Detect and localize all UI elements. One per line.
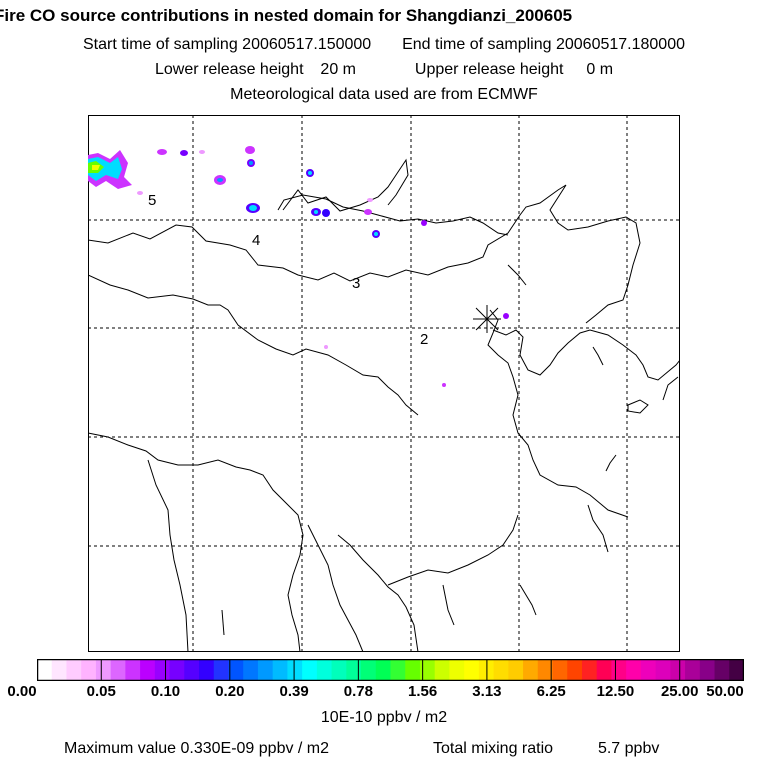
colorbar	[37, 659, 744, 681]
colorbar-swatch	[405, 659, 421, 681]
contour-label-4: 4	[252, 232, 260, 249]
colorbar-swatch	[434, 659, 451, 681]
colorbar-tick-label: 0.10	[150, 683, 181, 700]
contour-label-5: 5	[148, 192, 156, 209]
colorbar-swatch	[361, 659, 377, 681]
colorbar-swatch	[419, 659, 436, 681]
colorbar-swatch	[464, 659, 480, 681]
total-mixing-value: 5.7 ppbv	[597, 740, 660, 757]
lat-lon-grid	[88, 115, 680, 652]
colorbar-swatch	[125, 659, 141, 681]
start-time-value: 20060517.150000	[242, 36, 372, 53]
colorbar-swatch	[51, 659, 68, 681]
colorbar-swatch	[375, 659, 392, 681]
colorbar-tick-label: 1.56	[408, 683, 438, 700]
colorbar-swatch	[228, 659, 244, 681]
colorbar-tick-label: 6.25	[536, 683, 566, 700]
colorbar-swatch	[523, 659, 539, 681]
colorbar-tick-label: 0.78	[343, 683, 373, 700]
colorbar-swatch	[567, 659, 583, 681]
colorbar-swatch	[670, 659, 686, 681]
colorbar-tick-label: 0.39	[279, 683, 309, 700]
colorbar-swatch	[154, 659, 171, 681]
colorbar-swatch	[537, 659, 554, 681]
colorbar-swatch	[552, 659, 568, 681]
plot-title: Fire CO source contributions in nested d…	[0, 6, 573, 25]
colorbar-swatch	[257, 659, 274, 681]
sampling-times: Start time of sampling 20060517.150000 E…	[0, 36, 768, 54]
lower-height-label: Lower release height	[154, 61, 304, 78]
colorbar-swatch	[611, 659, 627, 681]
colorbar-swatch	[596, 659, 613, 681]
contour-label-2: 2	[420, 331, 428, 348]
colorbar-swatch	[346, 659, 362, 681]
colorbar-swatch	[66, 659, 82, 681]
max-value: 0.330E-09 ppbv / m2	[180, 740, 330, 757]
colorbar-tick-label: 0.05	[86, 683, 116, 700]
colorbar-tick-label: 25.00	[660, 683, 699, 700]
colorbar-swatch	[110, 659, 126, 681]
upper-height-label: Upper release height	[414, 61, 564, 78]
colorbar-border	[37, 659, 744, 681]
colorbar-units: 10E-10 ppbv / m2	[320, 709, 448, 726]
release-heights: Lower release height 20 m Upper release …	[0, 61, 768, 79]
start-time-label: Start time of sampling	[82, 36, 238, 53]
colorbar-swatch	[287, 659, 303, 681]
colorbar-swatch	[640, 659, 657, 681]
colorbar-swatch	[169, 659, 185, 681]
colorbar-tick-label: 0.00	[7, 683, 37, 700]
max-value-text: Maximum value 0.330E-09 ppbv / m2	[64, 740, 329, 758]
colorbar-swatch	[685, 659, 701, 681]
lower-height-value: 20 m	[320, 61, 356, 78]
colorbar-swatch	[140, 659, 156, 681]
total-mixing-label: Total mixing ratio	[433, 740, 554, 757]
colorbar-swatch	[243, 659, 259, 681]
colorbar-swatch	[95, 659, 112, 681]
colorbar-swatch	[37, 659, 53, 681]
country-borders	[88, 158, 680, 652]
colorbar-swatch	[699, 659, 716, 681]
end-time-value: 20060517.180000	[555, 36, 685, 53]
contour-label-3: 3	[352, 275, 360, 292]
colorbar-tick-label: 3.13	[472, 683, 502, 700]
colorbar-swatch	[655, 659, 671, 681]
co-plume	[88, 146, 509, 387]
colorbar-swatch	[390, 659, 406, 681]
colorbar-swatch	[81, 659, 97, 681]
colorbar-tick-label: 12.50	[596, 683, 635, 700]
colorbar-swatch	[581, 659, 598, 681]
colorbar-swatch	[714, 659, 730, 681]
station-marker	[473, 305, 501, 333]
map-panel: 5 4 3 2	[88, 115, 680, 652]
colorbar-tick-label: 50.00	[706, 683, 744, 700]
colorbar-swatch	[493, 659, 509, 681]
met-data-note: Meteorological data used are from ECMWF	[230, 86, 538, 103]
colorbar-swatch	[626, 659, 642, 681]
upper-height-value: 0 m	[586, 61, 614, 78]
colorbar-swatch	[331, 659, 347, 681]
colorbar-swatch	[508, 659, 524, 681]
colorbar-swatch	[213, 659, 230, 681]
colorbar-swatch	[316, 659, 333, 681]
colorbar-swatch	[272, 659, 288, 681]
map-svg: 5 4 3 2	[88, 115, 680, 652]
colorbar-swatch	[199, 659, 215, 681]
colorbar-swatch	[729, 659, 744, 681]
colorbar-tick-label: 0.20	[215, 683, 245, 700]
colorbar-swatch	[302, 659, 318, 681]
max-value-label: Maximum value	[64, 740, 177, 757]
end-time-label: End time of sampling	[402, 36, 552, 53]
colorbar-swatch	[449, 659, 465, 681]
total-mixing-ratio-text: Total mixing ratio 5.7 ppbv	[433, 740, 659, 758]
colorbar-swatch	[184, 659, 200, 681]
